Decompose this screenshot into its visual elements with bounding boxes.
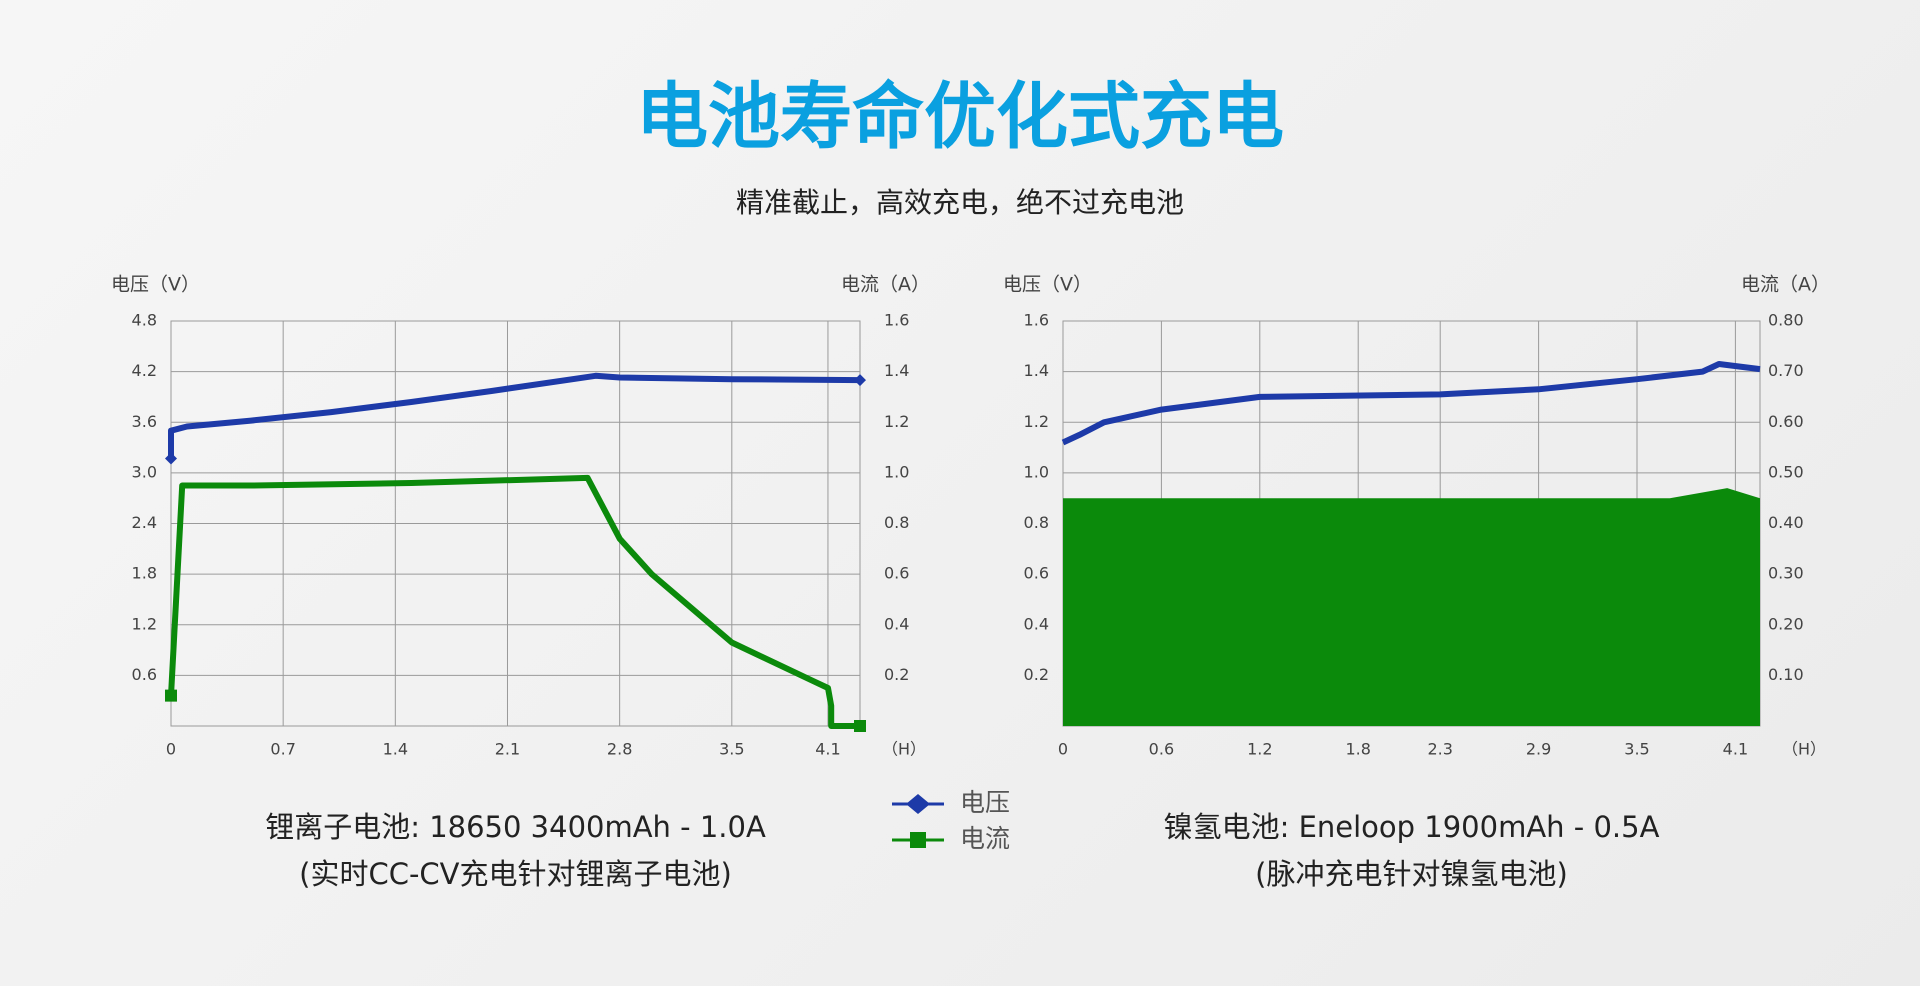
y2-axis-label: 电流（A）	[841, 274, 930, 296]
y2-tick-label: 0.30	[1768, 564, 1804, 583]
y2-tick-label: 0.10	[1768, 665, 1804, 684]
y-tick-label: 2.4	[132, 513, 157, 532]
y-axis-label: 电压（V）	[1003, 274, 1092, 296]
x-tick-label: 1.2	[1247, 740, 1272, 759]
x-axis-unit: （H）	[882, 740, 926, 759]
x-tick-label: 1.8	[1345, 740, 1370, 759]
legend-marker	[910, 832, 926, 848]
x-tick-label: 2.1	[495, 740, 520, 759]
x-tick-label: 2.3	[1427, 740, 1452, 759]
x-tick-label: 0	[1058, 740, 1068, 759]
y-tick-label: 1.2	[1024, 412, 1049, 431]
y2-tick-label: 0.40	[1768, 513, 1804, 532]
y-tick-label: 1.2	[132, 614, 157, 633]
area	[1063, 488, 1760, 726]
y2-tick-label: 0.70	[1768, 361, 1804, 380]
line	[168, 372, 861, 459]
y-tick-label: 4.2	[132, 361, 157, 380]
x-tick-label: 0	[166, 740, 176, 759]
legend-marker	[906, 794, 930, 814]
legend-label: 电压	[960, 788, 1010, 817]
x-tick-label: 3.5	[1624, 740, 1649, 759]
x-tick-label: 4.1	[1723, 740, 1748, 759]
y-tick-label: 1.6	[1024, 311, 1049, 330]
y2-tick-label: 0.2	[884, 665, 909, 684]
title: 电池寿命优化式充电	[636, 75, 1284, 159]
y2-tick-label: 0.50	[1768, 462, 1804, 481]
y-tick-label: 0.4	[1024, 614, 1049, 633]
x-axis-unit: （H）	[1782, 740, 1826, 759]
subtitle: 精准截止，高效充电，绝不过充电池	[736, 186, 1184, 219]
y-tick-label: 0.6	[132, 665, 157, 684]
subcaption: (脉冲充电针对镍氢电池)	[1255, 857, 1568, 891]
y2-tick-label: 1.6	[884, 311, 909, 330]
marker	[165, 689, 177, 702]
marker	[854, 720, 866, 732]
legend-label: 电流	[960, 824, 1010, 853]
y-tick-label: 1.0	[1024, 462, 1049, 481]
subcaption: (实时CC-CV充电针对锂离子电池)	[299, 857, 732, 891]
x-tick-label: 1.4	[383, 740, 408, 759]
y2-tick-label: 0.8	[884, 513, 909, 532]
x-tick-label: 2.8	[607, 740, 632, 759]
x-tick-label: 4.1	[815, 740, 840, 759]
marker	[165, 452, 177, 465]
y-tick-label: 4.8	[132, 311, 157, 330]
y2-tick-label: 0.6	[884, 564, 909, 583]
y2-tick-label: 0.80	[1768, 311, 1804, 330]
marker	[854, 374, 866, 387]
y2-axis-label: 电流（A）	[1741, 274, 1830, 296]
y-tick-label: 3.0	[132, 462, 157, 481]
x-tick-label: 2.9	[1526, 740, 1551, 759]
y-tick-label: 3.6	[132, 412, 157, 431]
y-tick-label: 1.8	[132, 564, 157, 583]
y-tick-label: 1.4	[1024, 361, 1049, 380]
y2-tick-label: 1.4	[884, 361, 909, 380]
y2-tick-label: 1.2	[884, 412, 909, 431]
y-tick-label: 0.2	[1024, 665, 1049, 684]
y-tick-label: 0.8	[1024, 513, 1049, 532]
line	[168, 474, 860, 729]
y-axis-label: 电压（V）	[111, 274, 200, 296]
y2-tick-label: 0.20	[1768, 614, 1804, 633]
y-tick-label: 0.6	[1024, 564, 1049, 583]
y2-tick-label: 0.4	[884, 614, 909, 633]
caption: 锂离子电池: 18650 3400mAh - 1.0A	[265, 810, 766, 844]
y2-tick-label: 0.60	[1768, 412, 1804, 431]
x-tick-label: 0.6	[1149, 740, 1174, 759]
caption: 镍氢电池: Eneloop 1900mAh - 0.5A	[1164, 810, 1660, 844]
y2-tick-label: 1.0	[884, 462, 909, 481]
line	[1061, 361, 1761, 446]
x-tick-label: 3.5	[719, 740, 744, 759]
x-tick-label: 0.7	[270, 740, 295, 759]
